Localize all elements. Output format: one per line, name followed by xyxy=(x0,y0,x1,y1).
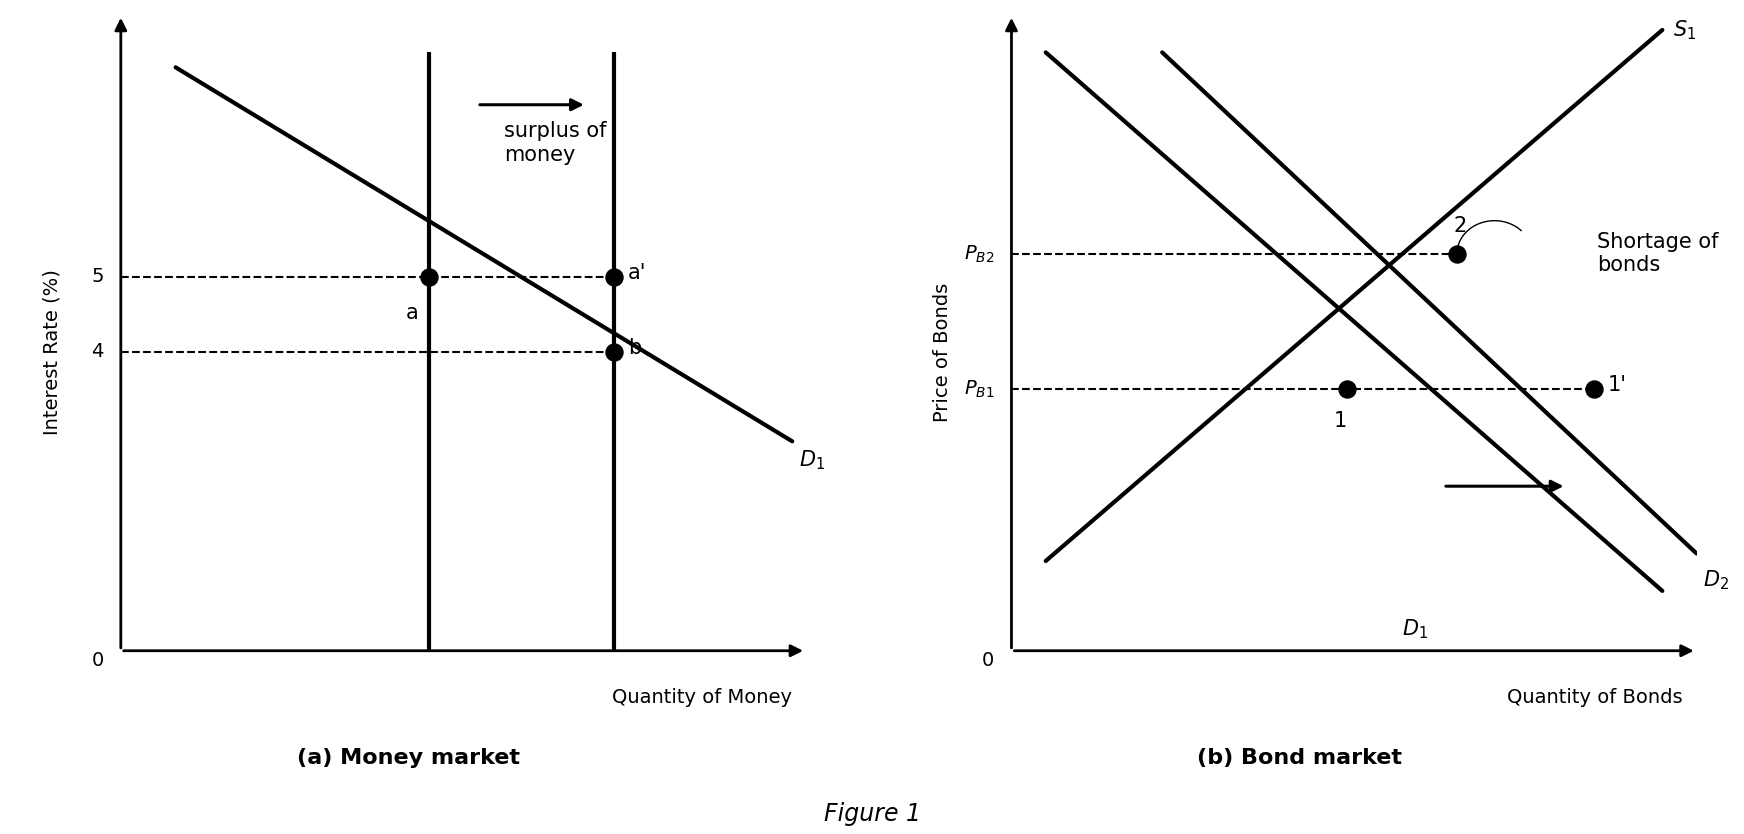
Text: $D_1$: $D_1$ xyxy=(1402,617,1428,641)
Text: Shortage of
bonds: Shortage of bonds xyxy=(1598,232,1720,275)
Point xyxy=(1332,382,1360,395)
Text: $D_1$: $D_1$ xyxy=(799,449,825,472)
Text: 1': 1' xyxy=(1608,375,1627,395)
Text: $P_{B2}$: $P_{B2}$ xyxy=(964,244,994,265)
Text: Price of Bonds: Price of Bonds xyxy=(933,283,952,421)
Point xyxy=(1442,248,1470,261)
Text: 0: 0 xyxy=(91,651,103,670)
Text: (b) Bond market: (b) Bond market xyxy=(1196,748,1402,768)
Text: a: a xyxy=(406,303,419,323)
Text: 4: 4 xyxy=(91,342,103,361)
Text: $P_{B1}$: $P_{B1}$ xyxy=(964,379,994,399)
Point xyxy=(600,345,628,359)
Text: $D_2$: $D_2$ xyxy=(1704,569,1730,592)
Point xyxy=(600,270,628,284)
Text: 5: 5 xyxy=(91,267,103,286)
Text: b: b xyxy=(628,338,642,358)
Text: Quantity of Money: Quantity of Money xyxy=(612,688,792,707)
Text: 0: 0 xyxy=(982,651,994,670)
Text: $S_1$: $S_1$ xyxy=(1672,18,1695,42)
Text: 2: 2 xyxy=(1453,216,1467,236)
Text: Quantity of Bonds: Quantity of Bonds xyxy=(1507,688,1683,707)
Point xyxy=(415,270,443,284)
Point xyxy=(1580,382,1608,395)
Text: Figure 1: Figure 1 xyxy=(823,801,921,826)
Text: a': a' xyxy=(628,263,647,283)
Text: Interest Rate (%): Interest Rate (%) xyxy=(44,269,61,435)
Text: surplus of
money: surplus of money xyxy=(504,122,607,164)
Text: 1: 1 xyxy=(1334,411,1346,431)
Text: (a) Money market: (a) Money market xyxy=(296,748,520,768)
